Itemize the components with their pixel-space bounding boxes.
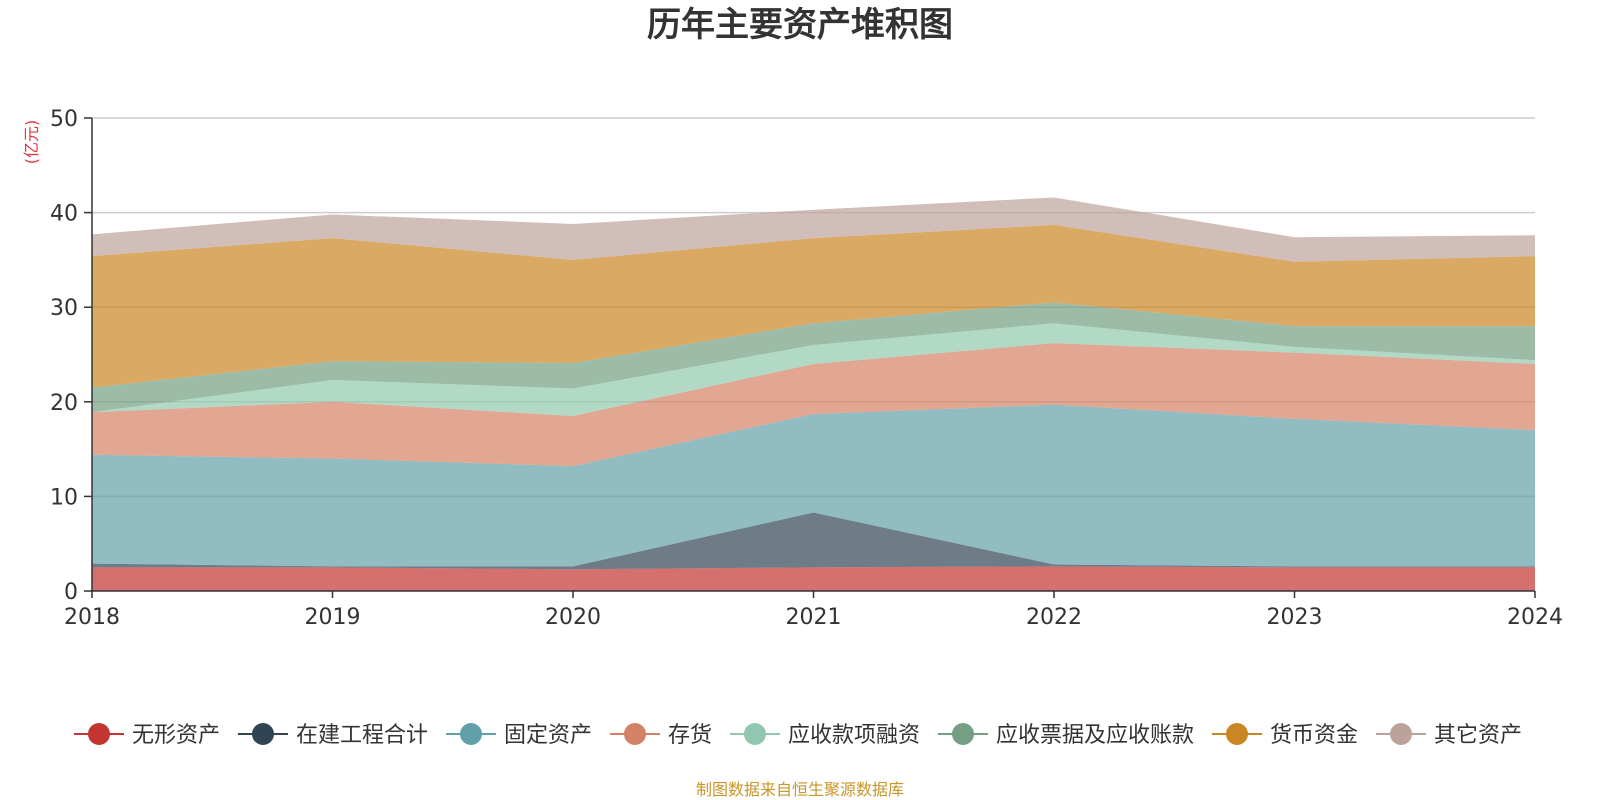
legend-marker bbox=[88, 723, 110, 745]
series-area-3 bbox=[92, 343, 1535, 467]
series-area-7 bbox=[92, 197, 1535, 262]
legend-marker bbox=[1226, 723, 1248, 745]
y-tick-label: 20 bbox=[50, 391, 78, 416]
y-tick-label: 0 bbox=[64, 580, 78, 605]
legend-item[interactable]: 应收票据及应收账款 bbox=[938, 723, 1194, 748]
series-area-1 bbox=[92, 512, 1535, 570]
legend-marker bbox=[460, 723, 482, 745]
legend-marker bbox=[952, 723, 974, 745]
legend-marker bbox=[744, 723, 766, 745]
legend-label: 固定资产 bbox=[504, 723, 592, 748]
y-tick-label: 10 bbox=[50, 485, 78, 510]
legend-label: 在建工程合计 bbox=[296, 723, 428, 748]
x-tick-label: 2021 bbox=[786, 605, 842, 630]
x-tick-label: 2022 bbox=[1026, 605, 1082, 630]
area-series bbox=[92, 197, 1535, 591]
legend-label: 应收票据及应收账款 bbox=[996, 723, 1194, 748]
y-axis-unit-label: (亿元) bbox=[22, 120, 41, 165]
tick-labels: 0 10 20 30 40 50 2018 2019 2020 2021 2022 2023 2024 bbox=[50, 107, 1563, 630]
legend-item[interactable]: 在建工程合计 bbox=[238, 723, 428, 748]
x-tick-label: 2024 bbox=[1507, 605, 1563, 630]
legend-marker bbox=[624, 723, 646, 745]
legend-item[interactable]: 货币资金 bbox=[1212, 723, 1358, 748]
legend-item[interactable]: 固定资产 bbox=[446, 723, 592, 748]
legend-label: 应收款项融资 bbox=[788, 723, 920, 748]
axes bbox=[91, 118, 1535, 592]
x-tick-label: 2018 bbox=[64, 605, 120, 630]
y-tick-label: 50 bbox=[50, 107, 78, 132]
series-area-6 bbox=[92, 224, 1535, 388]
source-note: 制图数据来自恒生聚源数据库 bbox=[695, 780, 904, 799]
legend-item[interactable]: 应收款项融资 bbox=[730, 723, 920, 748]
legend-label: 其它资产 bbox=[1434, 723, 1522, 748]
legend-marker bbox=[1390, 723, 1412, 745]
legend-label: 存货 bbox=[668, 723, 712, 748]
series-area-5 bbox=[92, 302, 1535, 413]
y-tick-label: 30 bbox=[50, 296, 78, 321]
legend: 无形资产 在建工程合计 固定资产 存货 应收款项融资 应收票据及应收账款 货币资金 其它资产 bbox=[74, 723, 1522, 748]
legend-item[interactable]: 存货 bbox=[610, 723, 712, 748]
x-tick-label: 2020 bbox=[545, 605, 601, 630]
series-area-0 bbox=[92, 566, 1535, 591]
y-tick-label: 40 bbox=[50, 202, 78, 227]
legend-label: 无形资产 bbox=[132, 723, 220, 748]
legend-item[interactable]: 其它资产 bbox=[1376, 723, 1522, 748]
x-tick-label: 2019 bbox=[305, 605, 361, 630]
series-area-2 bbox=[92, 404, 1535, 567]
legend-item[interactable]: 无形资产 bbox=[74, 723, 220, 748]
legend-label: 货币资金 bbox=[1270, 723, 1358, 748]
chart-title: 历年主要资产堆积图 bbox=[647, 5, 953, 45]
legend-marker bbox=[252, 723, 274, 745]
series-area-4 bbox=[92, 323, 1535, 416]
x-tick-label: 2023 bbox=[1267, 605, 1323, 630]
